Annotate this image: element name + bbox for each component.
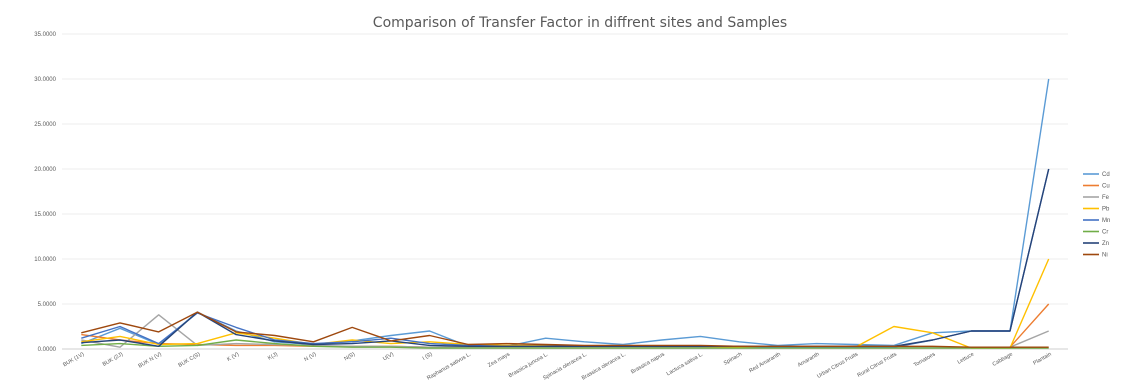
legend-label: Cu [1102, 184, 1110, 190]
legend-label: Mn [1102, 218, 1110, 224]
x-tick-label: N (V) [303, 351, 317, 363]
chart-title: Comparison of Transfer Factor in diffren… [373, 15, 787, 31]
legend-label: Pb [1102, 207, 1110, 213]
y-tick-label: 30.0000 [34, 77, 56, 83]
legend: Cd Cu Fe Pb Mn Cr Zn Ni [1083, 172, 1110, 259]
x-tick-label: K (V) [226, 351, 240, 363]
series-line-cr [81, 339, 1049, 349]
legend-label: Fe [1102, 195, 1110, 201]
series-lines [81, 78, 1050, 349]
y-tick-label: 0.0000 [38, 347, 57, 353]
y-tick-label: 15.0000 [34, 212, 56, 218]
y-tick-label: 10.0000 [34, 257, 56, 263]
y-tick-label: 25.0000 [34, 122, 56, 128]
x-tick-label: U(V) [382, 351, 395, 362]
legend-label: Cd [1102, 172, 1110, 178]
x-tick-label: K(J) [267, 351, 279, 361]
legend-label: Cr [1102, 230, 1108, 236]
y-axis-ticks: 0.0000 5.0000 10.0000 15.0000 20.0000 25.0000… [34, 32, 56, 353]
x-tick-label: I (S) [422, 351, 434, 361]
x-tick-label: N(S) [343, 351, 356, 362]
y-tick-label: 5.0000 [38, 302, 57, 308]
gridlines [62, 33, 1068, 350]
legend-label: Ni [1102, 253, 1108, 259]
y-tick-label: 35.0000 [34, 32, 56, 38]
legend-label: Zn [1102, 241, 1109, 247]
series-line-ni [81, 311, 1049, 348]
y-tick-label: 20.0000 [34, 167, 56, 173]
